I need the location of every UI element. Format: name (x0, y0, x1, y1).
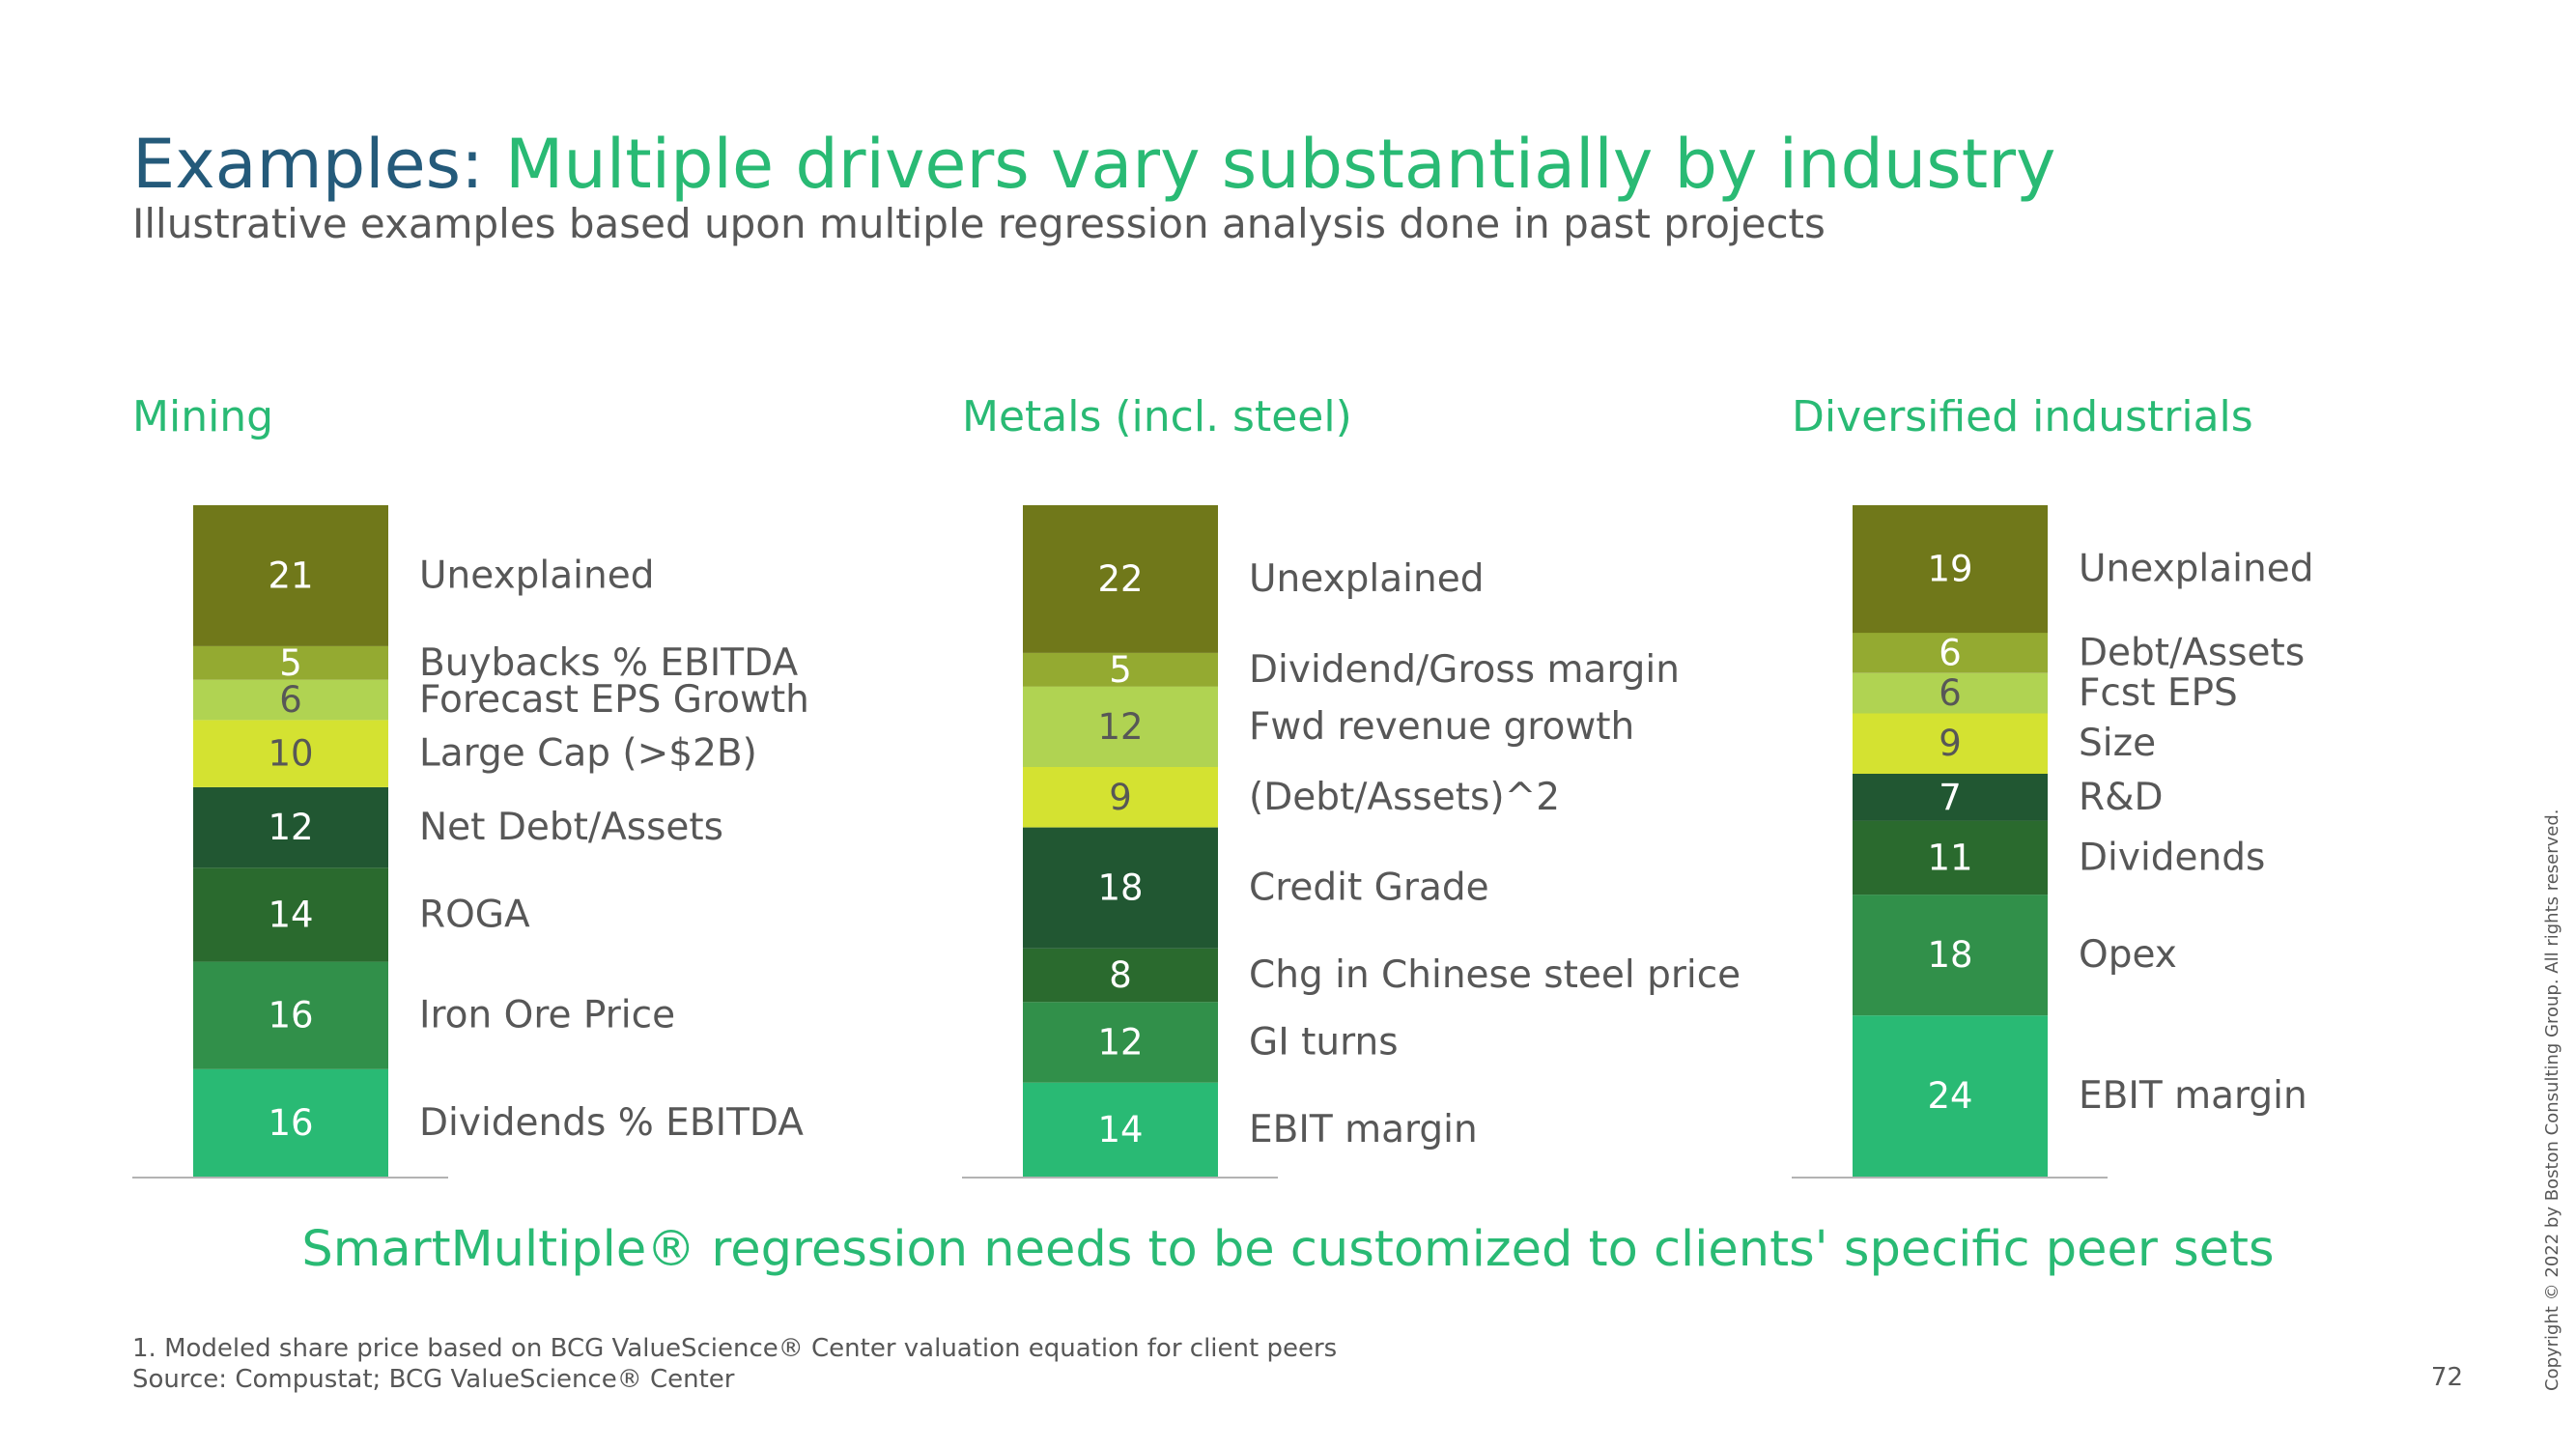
data-label: 6 (1939, 672, 1962, 714)
chart-title-diversified: Diversified industrials (1792, 392, 2253, 441)
bar-segment (193, 867, 388, 962)
page-number: 72 (2430, 1363, 2463, 1392)
data-label: 9 (1109, 777, 1132, 818)
segment-label: ROGA (419, 893, 530, 936)
copyright-notice: Copyright © 2022 by Boston Consulting Gr… (2542, 809, 2562, 1391)
tagline: SmartMultiple® regression needs to be cu… (301, 1221, 2275, 1278)
source-note: Source: Compustat; BCG ValueScience® Cen… (132, 1365, 735, 1394)
segment-label: Unexplained (1249, 557, 1484, 601)
data-label: 22 (1097, 558, 1143, 600)
segment-label: Dividends (2079, 836, 2265, 879)
bar-segment (1853, 895, 2048, 1016)
data-label: 11 (1927, 837, 1972, 878)
segment-label: Fwd revenue growth (1249, 705, 1634, 749)
bar-segment (1853, 505, 2048, 634)
data-label: 16 (268, 1102, 313, 1144)
data-label: 7 (1939, 777, 1962, 818)
data-label: 24 (1927, 1075, 1972, 1117)
segment-label: Large Cap (>$2B) (419, 732, 757, 776)
data-label: 10 (268, 733, 313, 775)
stacked-bar-1: 14 EBIT margin 12 GI turns 8 Chg in Chinese s… (962, 505, 1741, 1179)
bar-segment (1853, 820, 2048, 895)
footnote: 1. Modeled share price based on BCG Valu… (132, 1334, 1338, 1363)
bar-segment (1023, 505, 1218, 653)
data-label: 12 (1097, 1022, 1143, 1064)
segment-label: Net Debt/Assets (419, 806, 723, 849)
data-label: 6 (279, 679, 302, 721)
data-label: 18 (1927, 934, 1972, 976)
bar-segment (1023, 1082, 1218, 1177)
bar-segment (1853, 672, 2048, 714)
stacked-bar-2: 24 EBIT margin 18 Opex 11 Dividends 7 R&D 9 Size 6… (1792, 505, 2313, 1179)
bar-segment (193, 786, 388, 868)
data-label: 5 (1109, 649, 1132, 691)
segment-label: GI turns (1249, 1021, 1399, 1065)
data-label: 9 (1939, 723, 1962, 764)
stacked-bar-0: 16 Dividends % EBITDA 16 Iron Ore Price 14 RO… (132, 505, 809, 1179)
data-label: 5 (279, 642, 302, 684)
bar-segment (1853, 713, 2048, 774)
segment-label: EBIT margin (2079, 1074, 2307, 1118)
data-label: 21 (268, 555, 313, 597)
page-title-rest: Multiple drivers vary substantially by i… (505, 125, 2056, 204)
bar-segment (1023, 1002, 1218, 1083)
segment-label: Chg in Chinese steel price (1249, 953, 1741, 997)
page-title-lead: Examples: (132, 125, 484, 204)
page-title: Examples: Multiple drivers vary substant… (132, 124, 2055, 205)
bar-segment (1853, 774, 2048, 821)
bar-segment (193, 961, 388, 1069)
bar-segment (1853, 1015, 2048, 1177)
bar-segment (1853, 633, 2048, 673)
segment-label: (Debt/Assets)^2 (1249, 776, 1560, 819)
segment-label: Debt/Assets (2079, 631, 2305, 674)
segment-label: Dividends % EBITDA (419, 1101, 804, 1145)
segment-label: EBIT margin (1249, 1108, 1478, 1151)
data-label: 18 (1097, 867, 1143, 909)
bar-segment (1023, 767, 1218, 828)
bar-segment (193, 505, 388, 646)
segment-label: Forecast EPS Growth (419, 678, 809, 722)
segment-label: Opex (2079, 933, 2177, 977)
chart-title-metals: Metals (incl. steel) (962, 392, 1352, 441)
segment-label: Iron Ore Price (419, 994, 675, 1037)
bar-segment (193, 645, 388, 680)
data-label: 6 (1939, 632, 1962, 673)
data-label: 19 (1927, 549, 1972, 590)
bar-segment (193, 679, 388, 721)
segment-label: Unexplained (2079, 548, 2313, 591)
bar-segment (1023, 827, 1218, 949)
data-label: 14 (1097, 1109, 1143, 1151)
bar-segment (193, 720, 388, 787)
bar-segment (1023, 948, 1218, 1003)
segment-label: Unexplained (419, 554, 654, 598)
page-subtitle: Illustrative examples based upon multipl… (132, 200, 1826, 247)
segment-label: Buybacks % EBITDA (419, 641, 798, 685)
segment-label: R&D (2079, 776, 2164, 819)
segment-label: Size (2079, 722, 2156, 765)
chart-title-mining: Mining (132, 392, 274, 441)
bar-segment (1023, 686, 1218, 767)
segment-label: Credit Grade (1249, 867, 1489, 910)
data-label: 16 (268, 995, 313, 1037)
data-label: 14 (268, 894, 313, 935)
segment-label: Dividend/Gross margin (1249, 648, 1680, 692)
data-label: 12 (268, 807, 313, 848)
bar-segment (193, 1068, 388, 1177)
data-label: 8 (1109, 954, 1132, 996)
segment-label: Fcst EPS (2079, 671, 2238, 715)
data-label: 12 (1097, 706, 1143, 748)
bar-segment (1023, 652, 1218, 687)
